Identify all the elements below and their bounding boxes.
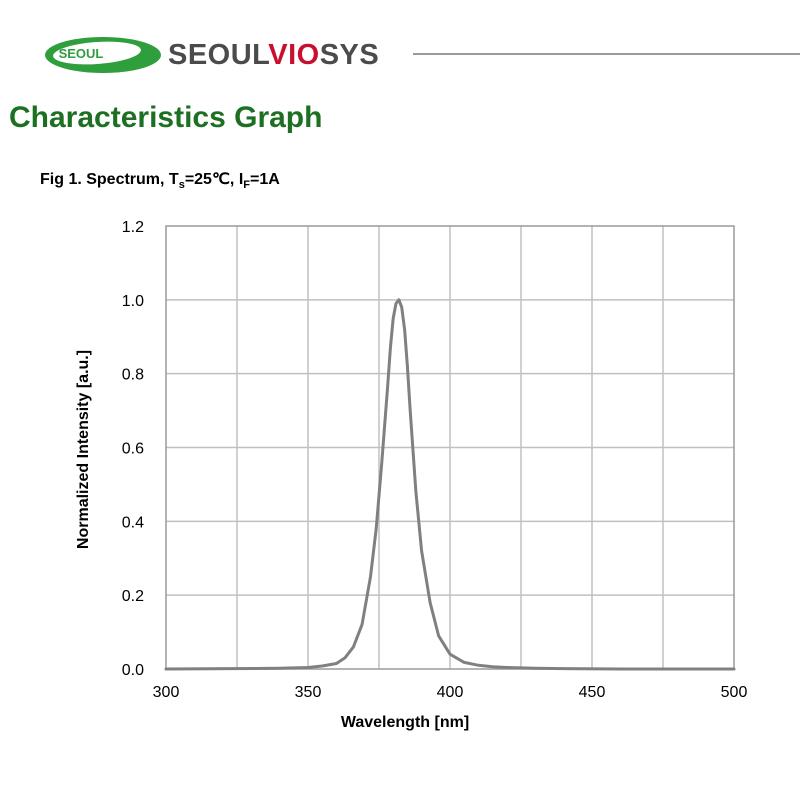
y-tick-label: 0.2 bbox=[122, 588, 144, 605]
header-divider bbox=[413, 53, 800, 55]
caption-prefix: Fig 1. Spectrum, T bbox=[40, 171, 179, 188]
logo-text: SEOUL bbox=[59, 46, 104, 61]
x-tick-label: 450 bbox=[579, 684, 606, 701]
y-tick-label: 0.8 bbox=[122, 367, 144, 384]
y-tick-label: 0.0 bbox=[122, 662, 144, 679]
caption-mid: =25℃, I bbox=[184, 171, 244, 188]
figure-caption: Fig 1. Spectrum, Ts=25℃, IF=1A bbox=[40, 170, 280, 195]
spectrum-curve bbox=[164, 298, 736, 671]
x-tick-label: 350 bbox=[295, 684, 322, 701]
seoul-logo: SEOUL bbox=[45, 37, 161, 73]
plot-frame bbox=[165, 225, 735, 670]
brand-highlight: VIO bbox=[268, 39, 320, 71]
caption-suffix: =1A bbox=[250, 171, 280, 188]
brand-name: SEOULVIOSYS bbox=[168, 38, 379, 72]
x-tick-label: 300 bbox=[153, 684, 180, 701]
y-axis-label: Normalized Intensity [a.u.] bbox=[75, 350, 92, 549]
caption-sub-f: F bbox=[243, 179, 250, 192]
caption-sub-s: s bbox=[178, 179, 185, 192]
y-tick-label: 1.2 bbox=[122, 219, 144, 236]
y-tick-label: 1.0 bbox=[122, 293, 144, 310]
y-tick-label: 0.4 bbox=[122, 514, 144, 531]
x-tick-label: 500 bbox=[721, 684, 748, 701]
brand-prefix: SEOUL bbox=[168, 39, 269, 71]
y-tick-label: 0.6 bbox=[122, 441, 144, 458]
x-axis-label: Wavelength [nm] bbox=[341, 714, 469, 731]
brand-suffix: SYS bbox=[319, 39, 380, 71]
section-title: Characteristics Graph bbox=[9, 101, 323, 134]
x-tick-label: 400 bbox=[437, 684, 464, 701]
